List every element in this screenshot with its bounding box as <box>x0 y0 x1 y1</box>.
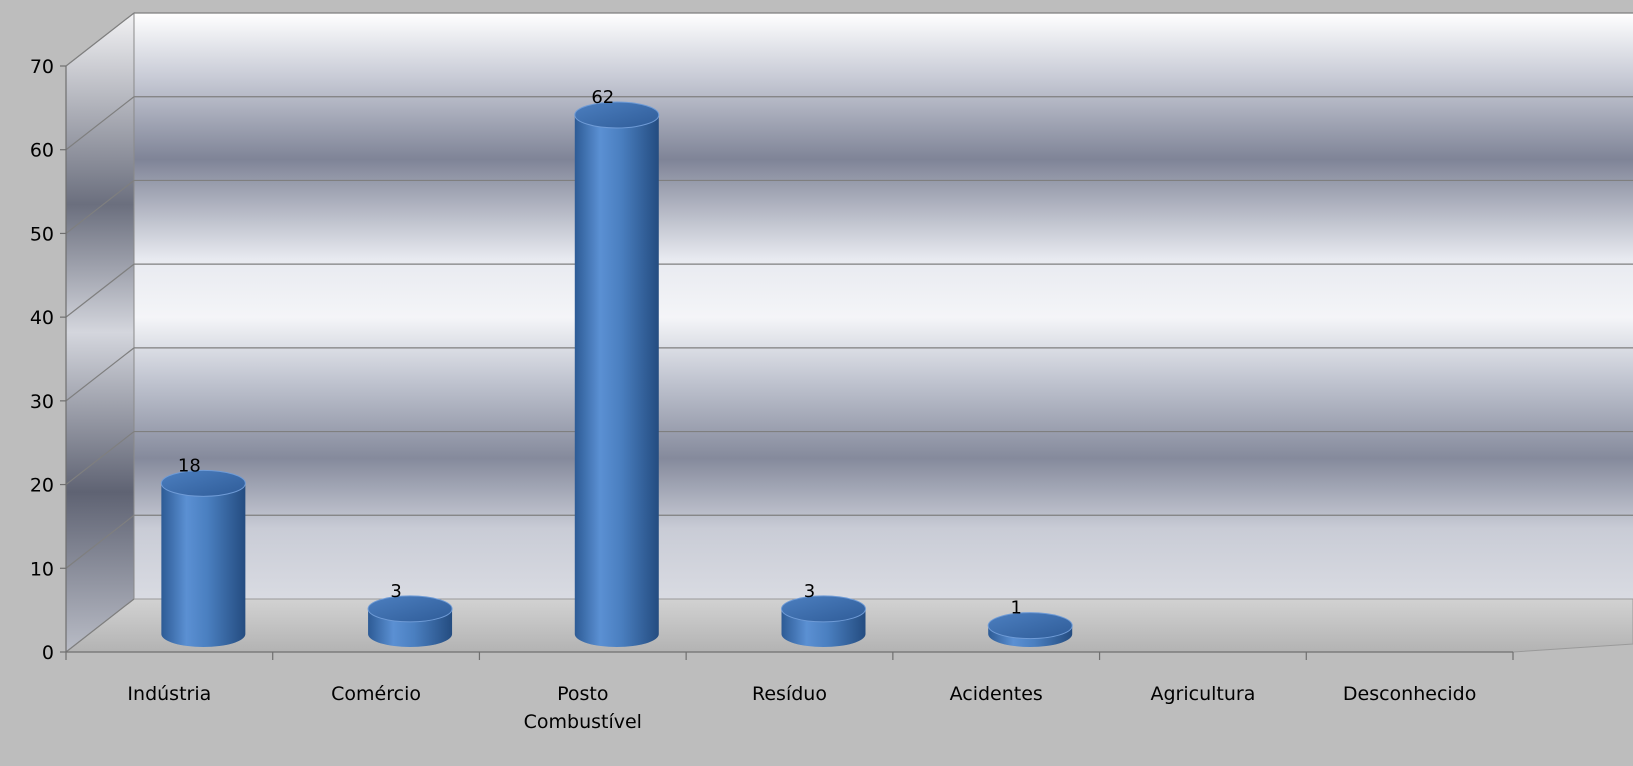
bar-top <box>574 101 660 129</box>
bar-top <box>987 612 1073 640</box>
y-tick-label: 30 <box>30 391 54 413</box>
y-tick-label: 40 <box>30 307 54 329</box>
x-tick-label: Indústria <box>127 683 211 705</box>
gridlines <box>65 12 1633 653</box>
side-wall <box>65 11 135 654</box>
x-tick-label-line: Acidentes <box>950 683 1043 705</box>
bar <box>781 595 866 648</box>
bar <box>987 612 1073 648</box>
x-tick-label: Acidentes <box>950 683 1043 705</box>
side-gridline <box>65 12 135 67</box>
x-tick-label: Agricultura <box>1150 683 1255 705</box>
y-tick-label: 0 <box>42 642 54 664</box>
x-tick-label-line: Posto <box>557 683 608 705</box>
y-tick-label: 60 <box>30 140 54 162</box>
bars <box>160 101 1073 648</box>
bar-top <box>367 595 453 623</box>
x-tick-label-line: Resíduo <box>752 683 827 705</box>
x-tick-label: Comércio <box>331 683 421 705</box>
y-tick-label: 20 <box>30 475 54 497</box>
x-tick-label-line: Agricultura <box>1150 683 1255 705</box>
axes <box>60 65 1514 660</box>
y-tick-label: 70 <box>30 56 54 78</box>
bar-top <box>781 595 866 623</box>
data-label: 62 <box>591 87 614 108</box>
x-tick-label-line: Comércio <box>331 683 421 705</box>
side-gridline <box>65 179 135 234</box>
side-gridline <box>65 514 135 569</box>
bar <box>160 469 246 648</box>
x-tick-label-line: Combustível <box>524 711 642 733</box>
x-tick-label: Resíduo <box>752 683 827 705</box>
side-gridline <box>65 96 135 151</box>
side-gridline <box>65 263 135 318</box>
x-tick-label-line: Indústria <box>127 683 211 705</box>
plot-walls <box>64 11 1633 654</box>
x-tick-label-line: Desconhecido <box>1343 683 1476 705</box>
data-label: 18 <box>178 455 201 476</box>
side-gridline <box>65 598 135 653</box>
data-label: 3 <box>804 581 815 602</box>
side-gridline <box>65 431 135 486</box>
x-tick-label: Posto Combustível <box>524 683 642 733</box>
side-gridline <box>65 347 135 402</box>
bar-body <box>574 114 659 648</box>
y-tick-label: 10 <box>30 558 54 580</box>
back-wall <box>134 13 1633 599</box>
bar <box>574 101 660 648</box>
x-tick-label: Desconhecido <box>1343 683 1476 705</box>
data-label: 1 <box>1010 598 1021 619</box>
bar-body <box>161 483 246 648</box>
bar <box>367 595 453 648</box>
labels: 0 10 20 30 40 50 60 70 Indústria 18 Comércio 3 Posto… <box>30 56 1477 733</box>
y-tick-label: 50 <box>30 223 54 245</box>
bar-top <box>160 469 246 497</box>
data-label: 3 <box>390 581 401 602</box>
